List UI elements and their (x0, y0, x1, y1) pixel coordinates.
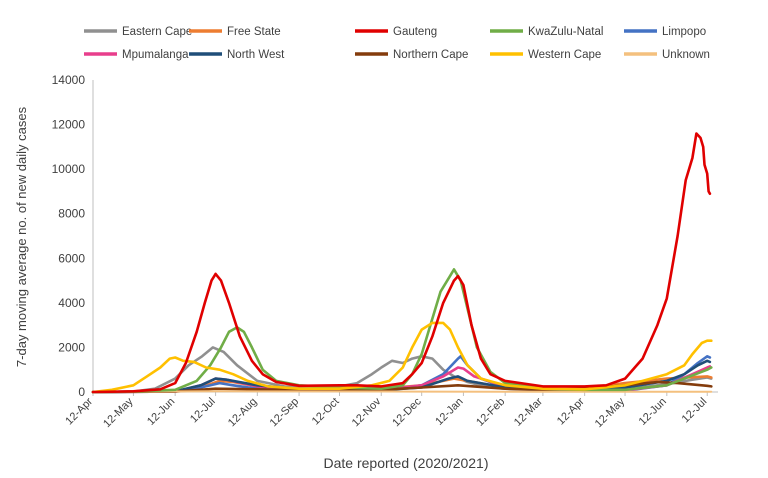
series-line-north-west (91, 359, 712, 394)
legend-item: Gauteng (355, 26, 437, 38)
series-line-gauteng (91, 132, 712, 394)
y-axis-label: 7-day moving average no. of new daily ca… (14, 106, 29, 367)
legend-label: KwaZulu-Natal (528, 26, 603, 38)
x-tick-label: 12-Jun (145, 396, 177, 428)
legend-label: Mpumalanga (122, 49, 189, 61)
y-tick-label: 2000 (58, 340, 85, 354)
series-line-unknown (92, 390, 713, 393)
y-tick-label: 10000 (52, 162, 86, 176)
x-tick-label: 12-Apr (555, 395, 587, 427)
legend-item: Mpumalanga (84, 49, 189, 61)
legend-label: Eastern Cape (122, 26, 192, 38)
legend-item: Eastern Cape (84, 26, 192, 38)
x-tick-label: 12-Sep (268, 396, 302, 430)
series-line-kwazulu-natal (91, 268, 713, 394)
y-tick-label: 8000 (58, 207, 85, 221)
legend-label: Limpopo (662, 26, 706, 38)
legend-label: Gauteng (393, 26, 437, 38)
legend-label: Western Cape (528, 49, 601, 61)
x-tick-label: 12-Dec (390, 395, 424, 429)
x-tick-label: 12-Jul (188, 396, 218, 426)
x-tick-label: 12-Jul (680, 396, 710, 426)
legend-item: Unknown (624, 49, 710, 61)
x-tick-label: 12-May (593, 395, 628, 430)
legend-item: Western Cape (490, 49, 601, 61)
y-tick-label: 6000 (58, 251, 85, 265)
x-tick-label: 12-Jun (637, 396, 669, 428)
legend-item: Northern Cape (355, 49, 468, 61)
legend-label: Northern Cape (393, 49, 468, 61)
legend-item: North West (189, 49, 285, 61)
series-line-western-cape (91, 321, 713, 394)
x-tick-label: 12-Jan (433, 396, 465, 428)
legend-item: Limpopo (624, 26, 706, 38)
y-tick-label: 0 (78, 385, 85, 399)
x-tick-label: 12-Oct (310, 396, 342, 428)
series-lines (91, 132, 713, 394)
x-axis-label: Date reported (2020/2021) (324, 455, 489, 471)
y-tick-label: 4000 (58, 296, 85, 310)
x-tick-label: 12-Nov (350, 395, 384, 429)
legend-label: North West (227, 49, 285, 61)
legend-label: Free State (227, 26, 281, 38)
x-tick-label: 12-Apr (63, 395, 95, 427)
x-tick-label: 12-Aug (226, 396, 260, 430)
x-tick-label: 12-Mar (512, 395, 545, 428)
legend: Eastern Cape Free State Gauteng KwaZulu-Nat… (84, 26, 710, 61)
x-axis: 12-Apr 12-May 12-Jun 12-Jul 12-Aug 12-Sep 12-O… (63, 391, 718, 430)
legend-label: Unknown (662, 49, 710, 61)
x-tick-label: 12-May (101, 395, 136, 430)
y-tick-label: 12000 (52, 118, 86, 132)
y-tick-label: 14000 (52, 73, 86, 87)
series-line-northern-cape (91, 380, 713, 394)
y-axis: 0 2000 4000 6000 8000 10000 12000 14000 (52, 73, 94, 399)
x-tick-label: 12-Feb (474, 396, 507, 429)
legend-item: KwaZulu-Natal (490, 26, 603, 38)
legend-item: Free State (189, 26, 281, 38)
